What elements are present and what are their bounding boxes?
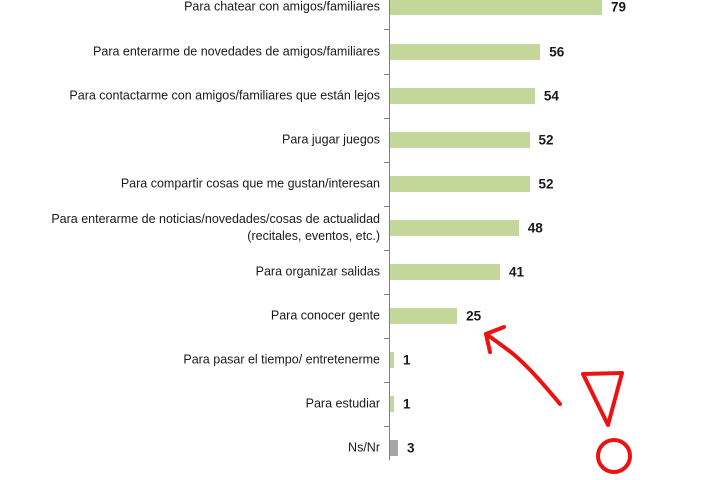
category-label: Para organizar salidas (255, 264, 380, 279)
category-label: Para compartir cosas que me gustan/inter… (120, 176, 380, 191)
category-label: Ns/Nr (348, 440, 380, 455)
value-label: 79 (611, 0, 627, 15)
axis-tick (384, 162, 389, 163)
value-label: 54 (543, 88, 559, 104)
axis-tick (384, 426, 389, 427)
value-label: 1 (403, 352, 411, 368)
bar (390, 396, 394, 412)
category-label: Para contactarme con amigos/familiares q… (69, 88, 380, 103)
bar (390, 220, 519, 236)
bar (390, 88, 535, 104)
bar (390, 308, 458, 324)
bar (390, 132, 530, 148)
value-label: 52 (538, 132, 554, 148)
red-circle-annotation (596, 438, 632, 474)
value-label: 25 (466, 308, 482, 324)
category-label: Para conocer gente (270, 308, 380, 323)
axis-tick (384, 294, 389, 295)
category-label: Para chatear con amigos/familiares (184, 0, 380, 14)
category-label: Para jugar juegos (282, 132, 380, 147)
red-arrow-annotation (484, 332, 562, 406)
bar (390, 352, 394, 368)
value-label: 56 (549, 44, 565, 60)
category-label: Para estudiar (305, 396, 380, 411)
value-label: 3 (407, 440, 415, 456)
category-label: Para enterarme de novedades de amigos/fa… (93, 44, 380, 59)
axis-tick (384, 250, 389, 251)
category-axis-line (389, 0, 390, 460)
axis-tick (384, 118, 389, 119)
axis-tick (384, 338, 389, 339)
value-label: 48 (527, 220, 543, 236)
bar (390, 264, 501, 280)
bar (390, 0, 602, 15)
red-triangle-annotation (581, 371, 624, 427)
bar (390, 44, 541, 60)
value-label: 1 (403, 396, 411, 412)
axis-tick (384, 206, 389, 207)
axis-tick (384, 29, 389, 30)
red-arrowhead-annotation (484, 325, 506, 354)
bar (390, 440, 399, 456)
axis-tick (384, 74, 389, 75)
category-label: Para pasar el tiempo/ entretenerme (183, 352, 380, 367)
value-label: 52 (538, 176, 554, 192)
value-label: 41 (509, 264, 525, 280)
bar (390, 176, 530, 192)
axis-tick (384, 382, 389, 383)
category-label: Para enterarme de noticias/novedades/cos… (51, 212, 380, 243)
